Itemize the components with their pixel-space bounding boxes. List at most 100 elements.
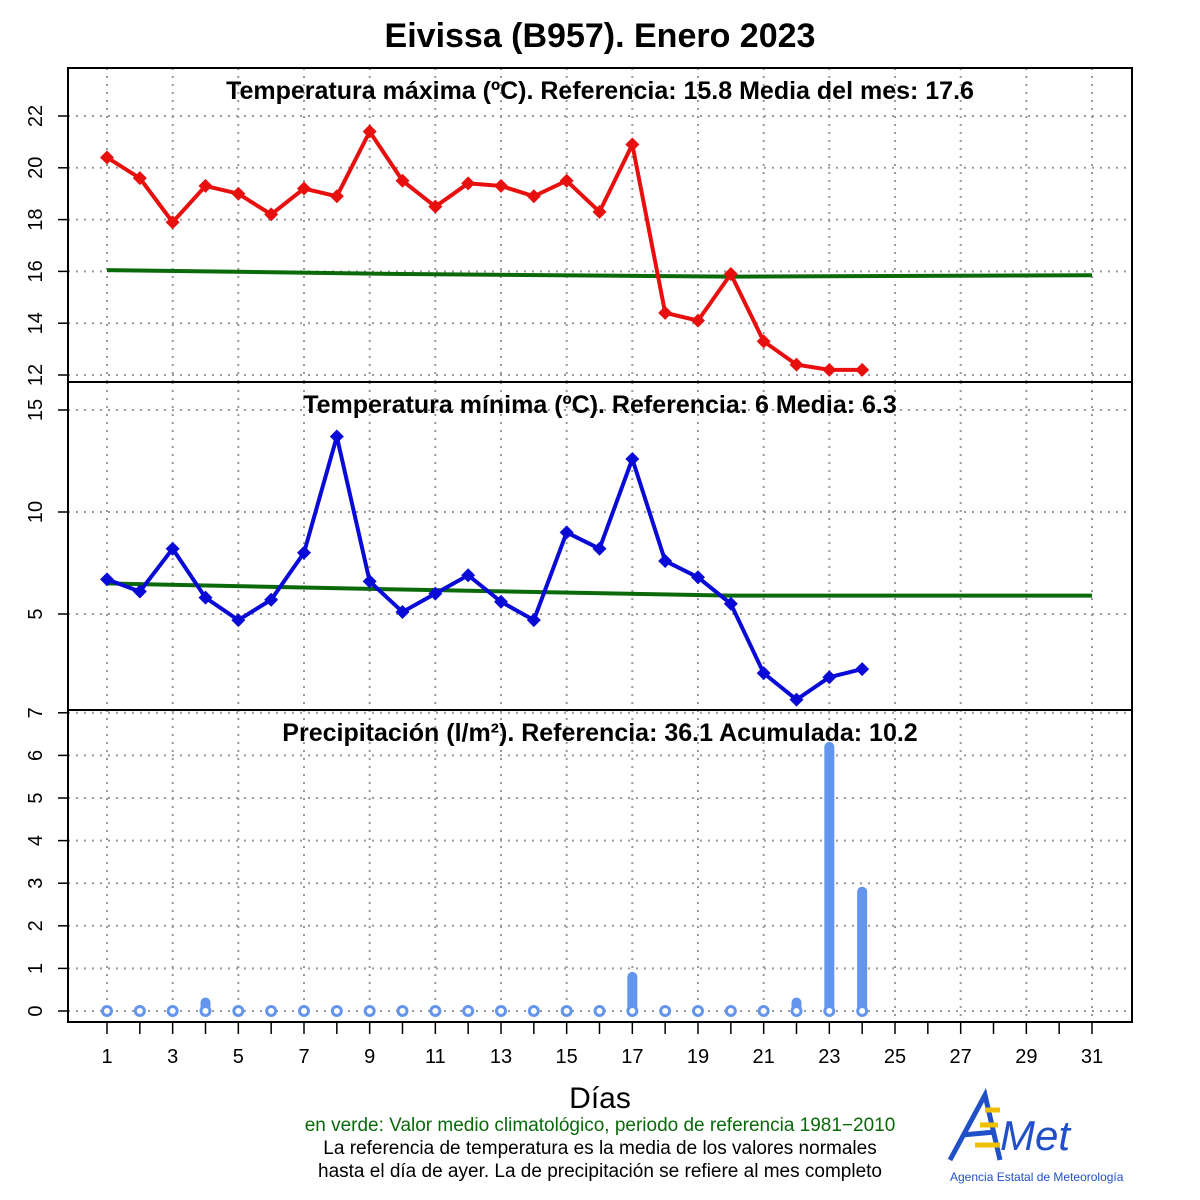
panel-3: 0 1 2 3 4 5 6 7 Precipitación (l/m²). Referencia… (25, 707, 1133, 1023)
data-point (494, 178, 508, 193)
y-tick-label: 7 (25, 707, 47, 718)
data-point (132, 171, 147, 186)
x-tick-label: 9 (364, 1046, 375, 1068)
data-point (822, 362, 837, 377)
data-point (428, 586, 443, 601)
x-tick-label: 7 (298, 1046, 309, 1068)
precip-point (692, 1005, 704, 1017)
data-point (132, 584, 147, 599)
x-tick-label: 15 (556, 1046, 578, 1068)
y-tick-label: 2 (25, 920, 47, 931)
x-tick-label: 21 (753, 1046, 775, 1068)
precip-point (396, 1005, 409, 1017)
y-tick-label: 16 (25, 260, 47, 282)
data-point (461, 568, 476, 583)
data-point (198, 178, 213, 193)
data-point (297, 545, 311, 560)
precip-point (560, 1005, 573, 1017)
precip-point (133, 1005, 146, 1017)
data-point (658, 553, 673, 568)
y-tick-label: 5 (25, 792, 47, 803)
precip-point (823, 1005, 836, 1017)
panel-title: Precipitación (l/m²). Referencia: 36.1 A… (282, 719, 917, 747)
x-tick-label: 25 (884, 1046, 906, 1068)
x-tick-label: 19 (687, 1046, 709, 1068)
precip-point (429, 1005, 442, 1017)
data-point (100, 572, 114, 587)
x-tick-label: 27 (950, 1046, 972, 1068)
data-point (264, 207, 279, 222)
data-point (428, 199, 443, 214)
precip-point (101, 1005, 113, 1017)
data-point (822, 670, 837, 685)
precip-point (166, 1005, 179, 1017)
footnote-line-2: La referencia de temperatura es la media… (323, 1138, 876, 1159)
y-tick-label: 5 (25, 608, 47, 619)
data-point (526, 189, 541, 204)
data-point (658, 305, 673, 320)
data-point (231, 613, 246, 628)
y-tick-label: 10 (25, 501, 47, 523)
data-point (297, 181, 311, 196)
y-tick-label: 14 (25, 312, 47, 334)
y-tick-label: 22 (25, 105, 47, 127)
panel-title: Temperatura máxima (ºC). Referencia: 15.… (226, 77, 974, 105)
precip-point (593, 1005, 606, 1017)
data-point (461, 176, 476, 191)
data-point (855, 662, 870, 677)
data-point (756, 666, 771, 681)
data-point (329, 429, 344, 444)
data-point (723, 266, 738, 281)
chart-title: Eivissa (B957). Enero 2023 (385, 17, 816, 55)
series-line (106, 435, 863, 703)
panel-title: Temperatura mínima (ºC). Referencia: 6 M… (303, 391, 897, 419)
panel-2: 5 10 15 Temperatura mínima (ºC). Referencia… (25, 381, 1133, 711)
precip-point (330, 1005, 343, 1017)
data-point (231, 186, 246, 201)
y-tick-label: 20 (25, 157, 47, 179)
y-tick-label: 6 (25, 750, 47, 761)
precip-point (659, 1005, 672, 1017)
data-point (395, 604, 410, 619)
aemet-logo: Met Agencia Estatal de Meteorología (947, 1087, 1124, 1184)
precip-point (856, 1005, 869, 1017)
data-point (198, 590, 213, 605)
precip-point (495, 1005, 507, 1017)
footnote-line-1: en verde: Valor medio climatológico, per… (305, 1115, 896, 1136)
y-tick-label: 3 (25, 878, 47, 889)
data-point (526, 613, 541, 628)
x-tick-label: 13 (490, 1046, 512, 1068)
x-tick-label: 17 (621, 1046, 643, 1068)
logo-subtitle: Agencia Estatal de Meteorología (950, 1170, 1124, 1184)
data-point (855, 362, 870, 377)
data-point (559, 173, 574, 188)
panel-frame (67, 709, 1133, 1023)
precip-point (462, 1005, 475, 1017)
data-point (264, 592, 279, 607)
precip-point (232, 1005, 245, 1017)
data-point (691, 570, 705, 585)
data-point (625, 137, 640, 152)
data-point (165, 215, 180, 230)
x-tick-label: 23 (818, 1046, 840, 1068)
data-point (165, 541, 180, 556)
x-tick-label: 29 (1015, 1046, 1037, 1068)
data-point (625, 451, 640, 466)
data-point (789, 357, 804, 372)
data-point (559, 525, 574, 540)
y-tick-label: 0 (25, 1005, 47, 1016)
precip-point (199, 1005, 212, 1017)
svg-text:Met: Met (1000, 1112, 1072, 1159)
x-tick-label: 5 (233, 1046, 244, 1068)
panel-1: 12 14 16 18 20 22 Temperatura máxima (ºC). Ref… (25, 67, 1133, 386)
x-tick-label: 3 (167, 1046, 178, 1068)
data-point (756, 334, 771, 349)
y-tick-label: 15 (25, 399, 47, 421)
data-point (362, 124, 377, 139)
data-point (723, 596, 738, 611)
x-tick-label: 1 (101, 1046, 112, 1068)
precip-point (757, 1005, 770, 1017)
y-tick-label: 18 (25, 208, 47, 230)
reference-line (106, 581, 1092, 598)
data-point (329, 189, 344, 204)
